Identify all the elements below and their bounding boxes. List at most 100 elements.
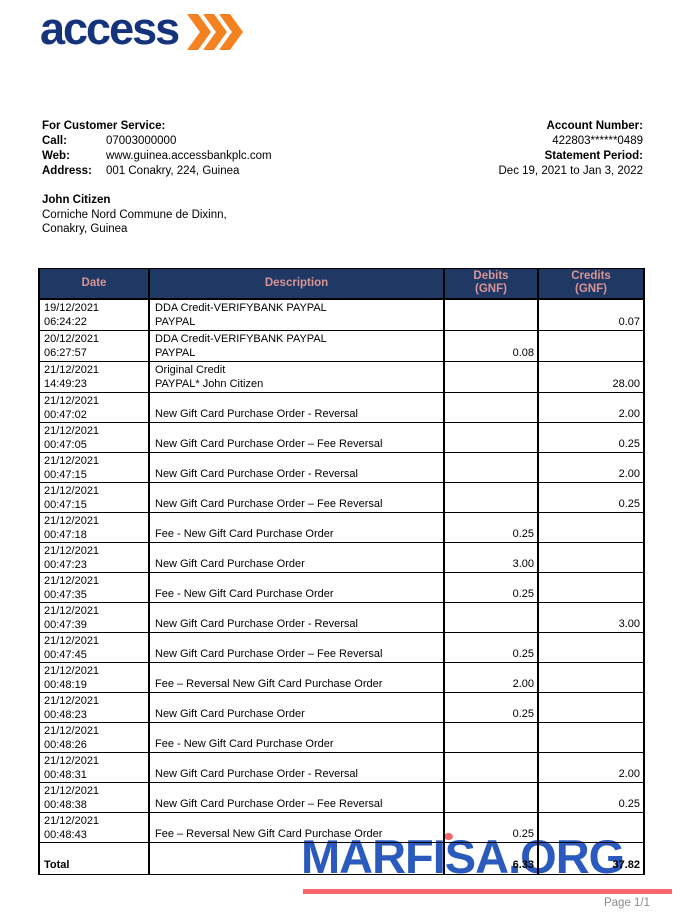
tx-debit: [443, 451, 539, 483]
tx-description: DDA Credit-VERIFYBANK PAYPAL PAYPAL: [148, 329, 445, 362]
tx-time: 00:47:05: [44, 438, 87, 451]
tx-credit: [537, 631, 645, 663]
tx-date: 19/12/2021: [44, 301, 100, 314]
tx-time: 00:47:39: [44, 618, 87, 631]
tx-time: 00:48:43: [44, 828, 87, 841]
tx-date-cell: 21/12/2021 00:47:35: [38, 571, 150, 603]
triple-chevron-right-icon: [187, 14, 244, 50]
table-row: 21/12/2021 00:47:39 New Gift Card Purcha…: [38, 601, 645, 633]
tx-date: 21/12/2021: [44, 514, 100, 527]
customer-service-heading: For Customer Service:: [42, 120, 166, 132]
tx-credit: 3.00: [537, 601, 645, 633]
tx-date-cell: 21/12/2021 00:48:19: [38, 661, 150, 693]
tx-date: 21/12/2021: [44, 544, 100, 557]
tx-debit: 0.25: [443, 691, 539, 723]
tx-date: 21/12/2021: [44, 664, 100, 677]
table-row: 19/12/2021 06:24:22 DDA Credit-VERIFYBAN…: [38, 298, 645, 331]
account-number-value: 422803******0489: [552, 135, 643, 147]
tx-date-cell: 21/12/2021 00:48:38: [38, 781, 150, 813]
total-credits: 37.82: [537, 841, 645, 875]
tx-date: 21/12/2021: [44, 394, 100, 407]
tx-date: 21/12/2021: [44, 784, 100, 797]
table-row: 21/12/2021 00:48:23 New Gift Card Purcha…: [38, 691, 645, 723]
tx-debit: [443, 298, 539, 331]
web-label: Web:: [42, 150, 70, 162]
tx-credit: 2.00: [537, 751, 645, 783]
tx-debit: 0.08: [443, 329, 539, 362]
tx-date: 21/12/2021: [44, 454, 100, 467]
tx-date: 21/12/2021: [44, 724, 100, 737]
tx-date-cell: 21/12/2021 00:47:02: [38, 391, 150, 423]
watermark-text: MARFISA.ORG: [301, 830, 625, 883]
tx-debit: 2.00: [443, 661, 539, 693]
tx-time: 00:48:19: [44, 678, 87, 691]
tx-description: Fee – Reversal New Gift Card Purchase Or…: [148, 661, 445, 693]
tx-time: 00:48:23: [44, 708, 87, 721]
tx-time: 00:48:38: [44, 798, 87, 811]
total-label: Total: [38, 841, 150, 875]
customer-service-block: For Customer Service: Call: 07003000000 …: [42, 119, 272, 179]
tx-date-cell: 21/12/2021 00:47:23: [38, 541, 150, 573]
table-row: 21/12/2021 00:47:02 New Gift Card Purcha…: [38, 391, 645, 423]
tx-description: New Gift Card Purchase Order: [148, 541, 445, 573]
customer-address-line2: Conakry, Guinea: [42, 223, 128, 235]
table-row: 21/12/2021 00:47:05 New Gift Card Purcha…: [38, 421, 645, 453]
tx-date-cell: 21/12/2021 00:47:15: [38, 481, 150, 513]
column-header-description: Description: [148, 268, 445, 300]
customer-service-web-row: Web: www.guinea.accessbankplc.com: [42, 149, 272, 164]
customer-service-address-row: Address: 001 Conakry, 224, Guinea: [42, 164, 272, 179]
total-debits: 6.33: [443, 841, 539, 875]
tx-time: 00:47:23: [44, 558, 87, 571]
table-row: 21/12/2021 14:49:23 Original Credit PAYPA…: [38, 360, 645, 393]
tx-debit: [443, 481, 539, 513]
tx-debit: [443, 421, 539, 453]
tx-date: 21/12/2021: [44, 363, 100, 376]
tx-time: 00:47:02: [44, 408, 87, 421]
tx-date-cell: 21/12/2021 00:48:43: [38, 811, 150, 843]
tx-credit: [537, 511, 645, 543]
tx-credit: 0.07: [537, 298, 645, 331]
address-value: 001 Conakry, 224, Guinea: [106, 165, 240, 177]
tx-date: 21/12/2021: [44, 424, 100, 437]
tx-description: Fee - New Gift Card Purchase Order: [148, 721, 445, 753]
tx-date: 21/12/2021: [44, 754, 100, 767]
statement-period-value: Dec 19, 2021 to Jan 3, 2022: [498, 165, 644, 177]
tx-description: New Gift Card Purchase Order – Fee Rever…: [148, 481, 445, 513]
customer-address-line1: Corniche Nord Commune de Dixinn,: [42, 208, 227, 221]
tx-date-cell: 21/12/2021 00:47:05: [38, 421, 150, 453]
table-header-row: Date Description Debits (GNF) Credits (G…: [38, 268, 645, 300]
table-row: 21/12/2021 00:48:26 Fee - New Gift Card …: [38, 721, 645, 753]
tx-time: 00:48:26: [44, 738, 87, 751]
tx-credit: 0.25: [537, 481, 645, 513]
table-row: 21/12/2021 00:48:19 Fee – Reversal New G…: [38, 661, 645, 693]
column-header-date: Date: [38, 268, 150, 300]
tx-date-cell: 21/12/2021 14:49:23: [38, 360, 150, 393]
tx-date-cell: 21/12/2021 00:47:39: [38, 601, 150, 633]
call-value: 07003000000: [106, 135, 177, 147]
table-row: 21/12/2021 00:47:15 New Gift Card Purcha…: [38, 481, 645, 513]
tx-credit: 0.25: [537, 781, 645, 813]
tx-description: New Gift Card Purchase Order – Fee Rever…: [148, 631, 445, 663]
tx-date: 21/12/2021: [44, 814, 100, 827]
tx-credit: [537, 329, 645, 362]
table-row: 21/12/2021 00:48:31 New Gift Card Purcha…: [38, 751, 645, 783]
transactions-table: Date Description Debits (GNF) Credits (G…: [38, 268, 645, 875]
customer-address-block: John Citizen Corniche Nord Commune de Di…: [42, 193, 227, 237]
tx-date: 21/12/2021: [44, 634, 100, 647]
tx-date-cell: 21/12/2021 00:48:31: [38, 751, 150, 783]
tx-time: 00:47:35: [44, 588, 87, 601]
total-row: Total 6.33 37.82: [38, 841, 645, 875]
tx-date-cell: 21/12/2021 00:48:23: [38, 691, 150, 723]
tx-date: 21/12/2021: [44, 694, 100, 707]
tx-description: New Gift Card Purchase Order: [148, 691, 445, 723]
tx-credit: 28.00: [537, 360, 645, 393]
tx-credit: [537, 571, 645, 603]
address-label: Address:: [42, 165, 92, 177]
tx-description: DDA Credit-VERIFYBANK PAYPAL PAYPAL: [148, 298, 445, 331]
tx-time: 00:47:15: [44, 498, 87, 511]
transactions-body: 19/12/2021 06:24:22 DDA Credit-VERIFYBAN…: [38, 298, 645, 843]
tx-credit: [537, 691, 645, 723]
tx-credit: 2.00: [537, 451, 645, 483]
watermark-i-dot: [444, 833, 453, 840]
